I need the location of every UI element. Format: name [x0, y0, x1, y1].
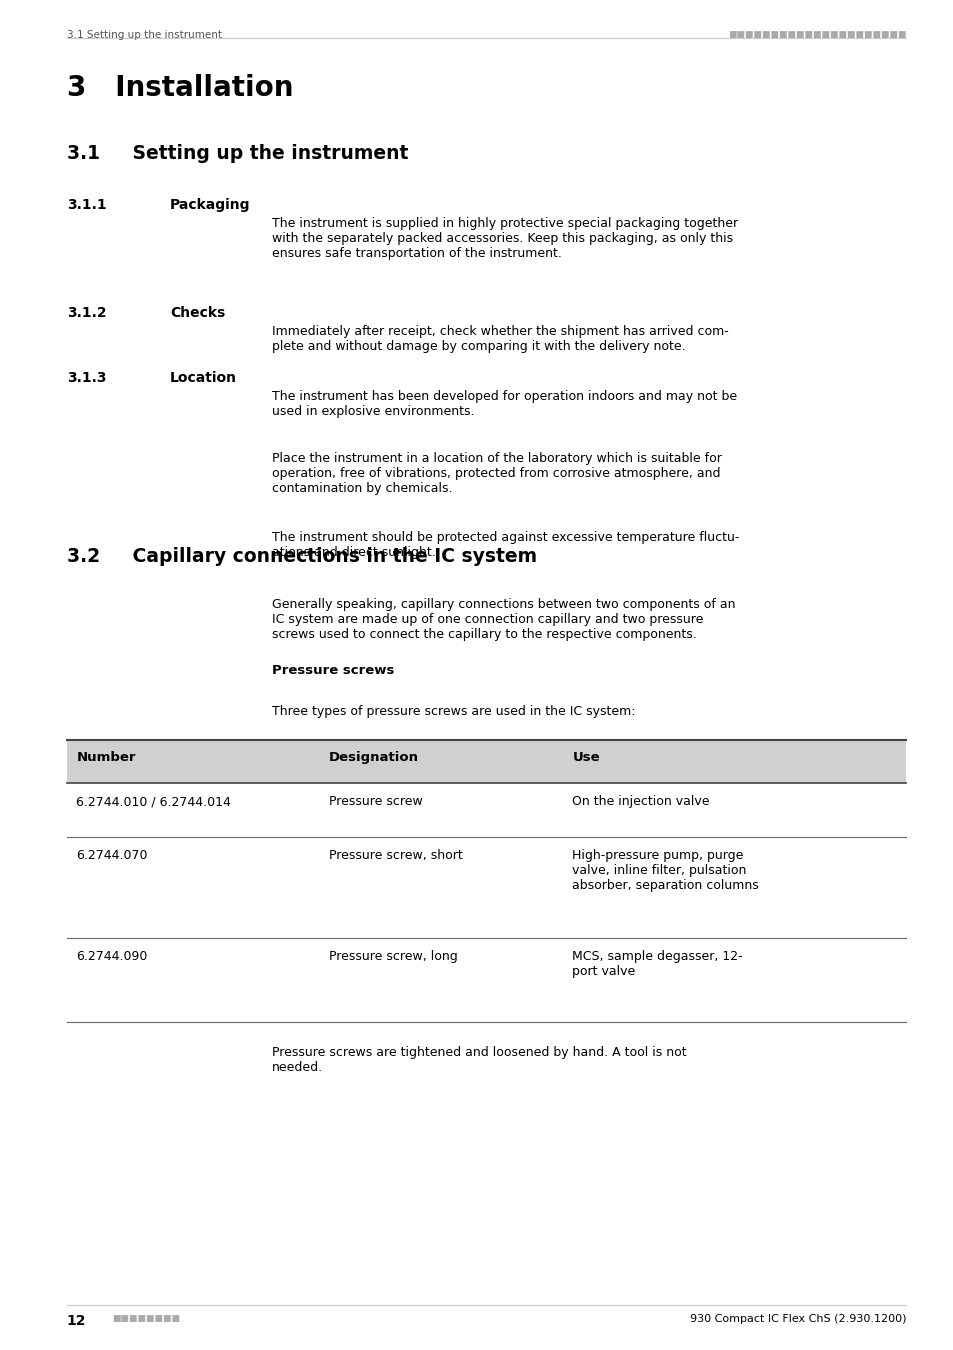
Text: Pressure screw: Pressure screw: [329, 795, 422, 809]
Text: 3.1 Setting up the instrument: 3.1 Setting up the instrument: [67, 30, 221, 39]
Text: Pressure screws: Pressure screws: [272, 664, 394, 678]
Text: 3.1.3: 3.1.3: [67, 371, 106, 385]
Text: Number: Number: [76, 751, 135, 764]
Text: Use: Use: [572, 751, 599, 764]
Text: Generally speaking, capillary connections between two components of an
IC system: Generally speaking, capillary connection…: [272, 598, 735, 641]
Text: ■■■■■■■■: ■■■■■■■■: [112, 1314, 180, 1323]
Text: 6.2744.090: 6.2744.090: [76, 950, 148, 964]
Text: 3.1.1: 3.1.1: [67, 198, 107, 212]
Text: 930 Compact IC Flex ChS (2.930.1200): 930 Compact IC Flex ChS (2.930.1200): [689, 1314, 905, 1323]
Text: MCS, sample degasser, 12-
port valve: MCS, sample degasser, 12- port valve: [572, 950, 742, 979]
Text: 3.2     Capillary connections in the IC system: 3.2 Capillary connections in the IC syst…: [67, 547, 537, 566]
Text: Pressure screw, long: Pressure screw, long: [329, 950, 457, 964]
Text: 12: 12: [67, 1314, 86, 1327]
Text: 3.1.2: 3.1.2: [67, 306, 107, 320]
Text: Designation: Designation: [329, 751, 418, 764]
Text: Immediately after receipt, check whether the shipment has arrived com-
plete and: Immediately after receipt, check whether…: [272, 325, 728, 354]
Text: Three types of pressure screws are used in the IC system:: Three types of pressure screws are used …: [272, 705, 635, 718]
Text: The instrument has been developed for operation indoors and may not be
used in e: The instrument has been developed for op…: [272, 390, 737, 418]
Text: ■■■■■■■■■■■■■■■■■■■■■: ■■■■■■■■■■■■■■■■■■■■■: [727, 30, 905, 39]
Text: The instrument should be protected against excessive temperature fluctu-
ations : The instrument should be protected again…: [272, 531, 739, 559]
Text: On the injection valve: On the injection valve: [572, 795, 709, 809]
Text: Place the instrument in a location of the laboratory which is suitable for
opera: Place the instrument in a location of th…: [272, 452, 721, 495]
Bar: [67, 740, 905, 783]
Text: High-pressure pump, purge
valve, inline filter, pulsation
absorber, separation c: High-pressure pump, purge valve, inline …: [572, 849, 759, 892]
Text: 3.1     Setting up the instrument: 3.1 Setting up the instrument: [67, 144, 408, 163]
Text: Pressure screw, short: Pressure screw, short: [329, 849, 462, 863]
Text: Packaging: Packaging: [170, 198, 250, 212]
Text: Pressure screws are tightened and loosened by hand. A tool is not
needed.: Pressure screws are tightened and loosen…: [272, 1046, 686, 1075]
Text: Location: Location: [170, 371, 236, 385]
Text: 3   Installation: 3 Installation: [67, 74, 293, 103]
Text: 6.2744.010 / 6.2744.014: 6.2744.010 / 6.2744.014: [76, 795, 231, 809]
Text: 6.2744.070: 6.2744.070: [76, 849, 148, 863]
Text: Checks: Checks: [170, 306, 225, 320]
Text: The instrument is supplied in highly protective special packaging together
with : The instrument is supplied in highly pro…: [272, 217, 738, 261]
